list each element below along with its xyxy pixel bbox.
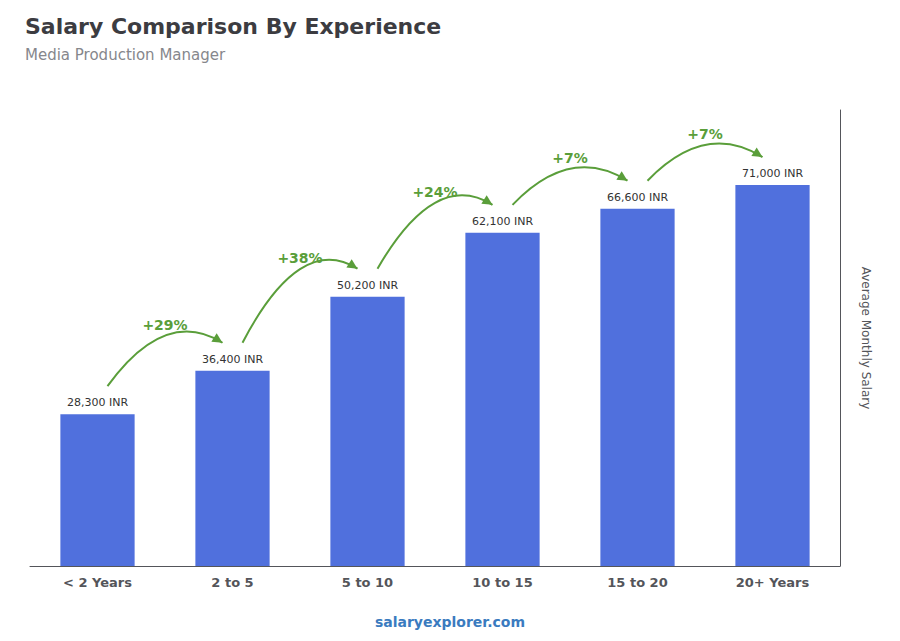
svg-text:+24%: +24% (412, 184, 457, 200)
svg-text:66,600 INR: 66,600 INR (607, 191, 668, 204)
svg-text:+38%: +38% (277, 250, 322, 266)
svg-text:50,200 INR: 50,200 INR (337, 279, 398, 292)
svg-text:Salary Comparison By Experienc: Salary Comparison By Experience (25, 14, 441, 39)
svg-text:2 to 5: 2 to 5 (211, 575, 253, 590)
svg-text:Average Monthly Salary: Average Monthly Salary (859, 267, 873, 410)
svg-text:71,000 INR: 71,000 INR (742, 167, 803, 180)
svg-text:salaryexplorer.com: salaryexplorer.com (375, 614, 525, 630)
svg-text:10 to 15: 10 to 15 (472, 575, 532, 590)
svg-text:62,100 INR: 62,100 INR (472, 215, 533, 228)
svg-text:20+ Years: 20+ Years (736, 575, 810, 590)
svg-text:5 to 10: 5 to 10 (342, 575, 393, 590)
svg-text:+7%: +7% (552, 150, 588, 166)
svg-text:28,300 INR: 28,300 INR (67, 396, 128, 409)
svg-text:+29%: +29% (142, 317, 187, 333)
svg-text:15 to 20: 15 to 20 (607, 575, 667, 590)
svg-text:+7%: +7% (687, 126, 723, 142)
svg-text:36,400 INR: 36,400 INR (202, 353, 263, 366)
svg-text:< 2 Years: < 2 Years (63, 575, 132, 590)
svg-text:Media Production Manager: Media Production Manager (25, 46, 226, 64)
